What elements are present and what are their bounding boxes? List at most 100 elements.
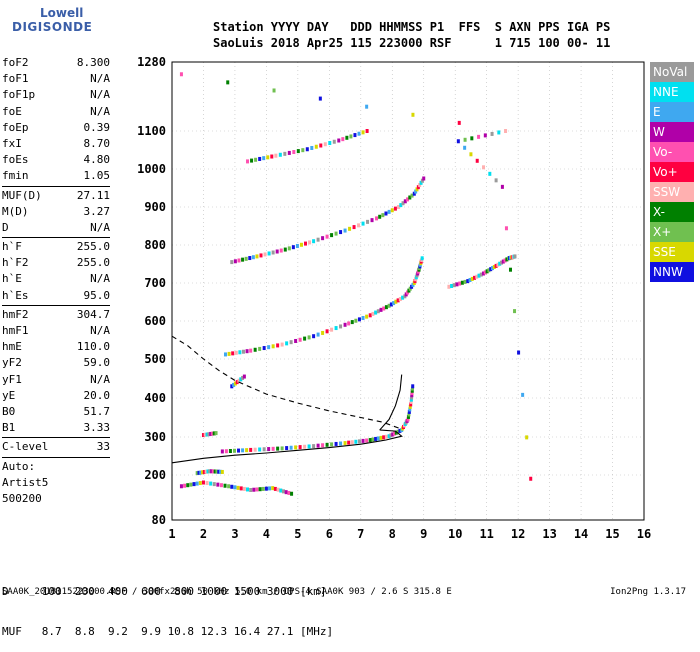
echo-point: [384, 211, 388, 216]
echo-point: [285, 446, 289, 451]
echo-point: [205, 481, 209, 486]
param-divider: [2, 237, 110, 239]
echo-point: [239, 486, 243, 491]
param-row: foF1p N/A: [2, 87, 110, 103]
echo-point: [258, 156, 262, 161]
echo-point: [283, 247, 287, 252]
echo-point: [361, 316, 365, 321]
echo-point: [258, 346, 262, 351]
echo-point: [253, 447, 257, 452]
header-line-1: Station YYYY DAY DDD HHMMSS P1 FFS S AXN…: [213, 20, 611, 34]
echo-point: [468, 278, 472, 283]
echo-point: [500, 260, 504, 265]
param-row: h`F 255.0: [2, 239, 110, 255]
echo-point: [212, 482, 216, 487]
echo-point: [321, 236, 325, 241]
param-label: yE: [2, 388, 16, 402]
footer-version: Ion2Png 1.3.17: [610, 587, 686, 597]
echo-point: [325, 329, 329, 334]
echo-point: [283, 151, 287, 156]
echo-point: [406, 414, 410, 419]
echo-point: [294, 338, 298, 343]
echo-point: [321, 443, 325, 448]
echo-point: [242, 374, 246, 379]
echo-point: [211, 469, 215, 474]
echo-point: [419, 180, 423, 185]
echo-point: [513, 254, 517, 259]
echo-point: [334, 231, 338, 236]
param-label: yF2: [2, 356, 22, 370]
echo-point: [199, 470, 203, 475]
y-tick-label: 600: [144, 314, 166, 328]
x-tick-label: 5: [294, 527, 301, 541]
echo-point: [483, 270, 487, 275]
echo-point: [393, 431, 397, 436]
param-row: fmin 1.05: [2, 168, 110, 184]
echo-point: [227, 484, 231, 489]
echo-point: [213, 469, 217, 474]
echo-point: [361, 130, 365, 135]
echo-point: [291, 245, 295, 250]
echo-point: [179, 484, 183, 489]
param-label: C-level: [2, 440, 49, 454]
x-tick-label: 14: [574, 527, 588, 541]
echo-point: [245, 349, 249, 354]
echo-point: [250, 158, 254, 163]
echo-point: [249, 488, 253, 492]
echo-point: [482, 165, 486, 170]
echo-point: [255, 254, 259, 259]
echo-point: [479, 272, 483, 277]
echo-point: [339, 441, 343, 446]
param-value: 33: [96, 440, 110, 454]
echo-point: [353, 133, 357, 138]
param-row: B1 3.33: [2, 420, 110, 436]
param-value: 255.0: [76, 240, 110, 254]
param-label: h`F: [2, 240, 22, 254]
echo-point: [276, 343, 280, 348]
auto-scaling-line2: Artist5: [2, 475, 49, 489]
echo-point: [234, 350, 238, 355]
echo-point: [179, 72, 183, 77]
y-tick-label: 80: [152, 513, 166, 527]
param-row: hmF1 N/A: [2, 323, 110, 339]
echo-point: [228, 449, 232, 454]
param-label: foE: [2, 104, 22, 118]
echo-point: [488, 171, 492, 176]
echo-point: [271, 486, 275, 491]
param-value: 95.0: [83, 288, 111, 302]
x-tick-label: 12: [511, 527, 525, 541]
echo-point: [496, 262, 500, 267]
echo-point: [271, 446, 275, 451]
echo-points: [179, 72, 533, 496]
echo-point: [470, 136, 474, 141]
echo-point: [403, 199, 407, 204]
echo-point: [470, 276, 474, 281]
param-label: foF1p: [2, 88, 36, 102]
legend-item: E: [650, 102, 694, 122]
echo-point: [505, 257, 509, 262]
echo-point: [455, 282, 459, 287]
param-label: MUF(D): [2, 188, 42, 202]
echo-point: [393, 206, 397, 211]
echo-point: [201, 470, 205, 475]
echo-point: [460, 280, 464, 285]
echo-point: [394, 299, 398, 304]
echo-point: [312, 334, 316, 339]
legend-item: Vo-: [650, 142, 694, 162]
y-tick-label: 200: [144, 468, 166, 482]
echo-point: [410, 395, 414, 400]
echo-point: [382, 435, 386, 440]
echo-point: [230, 384, 234, 389]
echo-point: [298, 445, 302, 450]
y-tick-label: 1280: [137, 55, 166, 69]
echo-point: [241, 349, 245, 354]
echo-point: [244, 256, 248, 261]
muf-table: D 100 200 400 600 800 1000 1500 3000 [km…: [2, 559, 333, 652]
echo-point: [398, 297, 402, 302]
x-tick-label: 13: [542, 527, 556, 541]
echo-point: [259, 253, 263, 258]
echo-point: [341, 137, 345, 142]
param-value: 0.39: [83, 120, 111, 134]
echo-point: [491, 266, 495, 271]
x-tick-labels: 1 2 3 4 5 6 7 8 9 10 11 12 13 14 15 16: [168, 527, 651, 541]
